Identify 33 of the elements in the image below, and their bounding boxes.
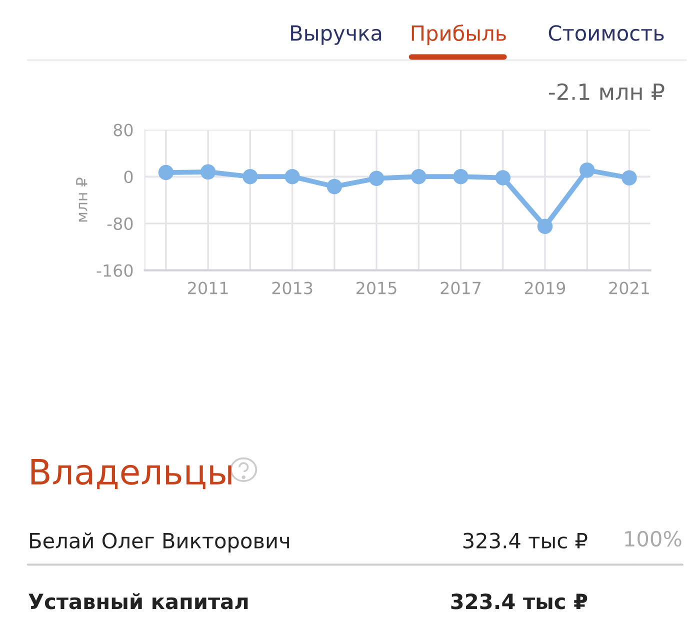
point bbox=[284, 168, 300, 184]
point bbox=[200, 164, 216, 180]
x-tick-label: 2011 bbox=[188, 282, 228, 294]
text: Владельцы bbox=[31, 459, 232, 490]
point bbox=[622, 170, 637, 186]
text: 100% bbox=[625, 530, 682, 547]
x-tick-label: 2021 bbox=[609, 282, 649, 294]
x-tick-label: 2017 bbox=[440, 282, 481, 294]
text: Белай Олег Викторович bbox=[30, 532, 289, 553]
point bbox=[579, 162, 595, 178]
y-axis-title: млн ₽ bbox=[76, 178, 88, 222]
point bbox=[242, 168, 258, 184]
text: 323.4 тыс ₽ bbox=[451, 594, 588, 610]
point bbox=[411, 168, 426, 184]
text: Прибыль bbox=[412, 24, 506, 46]
text: Уставный капитал bbox=[28, 593, 248, 610]
x-tick-label: 2019 bbox=[525, 282, 566, 294]
x-tick-label: 2015 bbox=[356, 282, 396, 294]
y-tick-label: 0 bbox=[124, 170, 133, 184]
x-tick-label: 2013 bbox=[272, 282, 312, 294]
text: Выручка bbox=[291, 25, 382, 45]
point bbox=[158, 164, 174, 180]
point bbox=[537, 218, 553, 234]
point bbox=[326, 178, 342, 194]
text: Стоимость bbox=[548, 25, 664, 41]
text: 323.4 тыс ₽ bbox=[463, 532, 588, 549]
y-tick-label: -160 bbox=[96, 264, 133, 277]
y-tick-label: -80 bbox=[107, 217, 133, 230]
point bbox=[453, 168, 468, 184]
point bbox=[368, 170, 384, 186]
y-tick-label: 80 bbox=[114, 124, 133, 136]
text: -2.1 млн ₽ bbox=[548, 83, 664, 100]
point bbox=[495, 170, 511, 186]
